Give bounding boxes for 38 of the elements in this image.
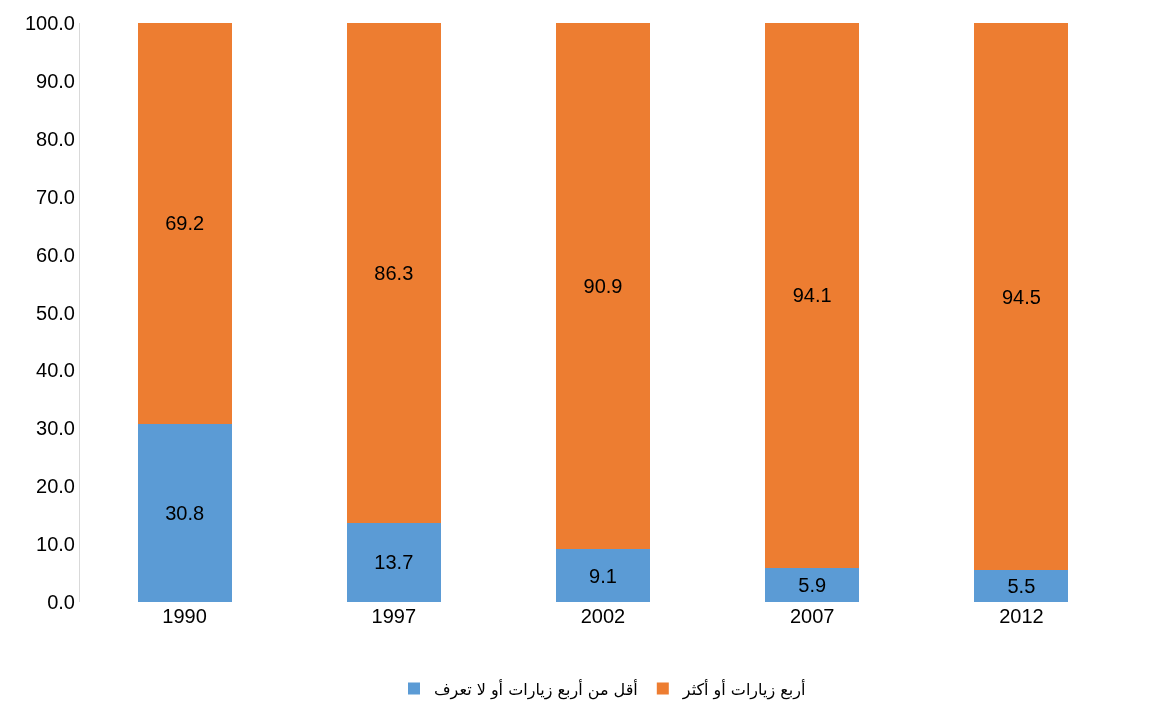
- bar: [346, 23, 441, 523]
- x-tick-label: 2002: [580, 605, 626, 627]
- legend-label: أربع زيارات أو أكثر: [681, 678, 806, 700]
- y-tick-label: 10.0: [36, 533, 75, 556]
- x-tick-label: 2007: [789, 605, 835, 627]
- y-tick-label: 50.0: [36, 301, 75, 324]
- bar: [346, 522, 441, 602]
- data-label: 13.7: [374, 551, 414, 574]
- data-label: 69.2: [165, 212, 205, 235]
- data-label: 90.9: [583, 275, 623, 298]
- y-tick-label: 40.0: [36, 359, 75, 382]
- x-tick-label: 2012: [999, 605, 1044, 627]
- x-tick-label: 1997: [371, 605, 417, 627]
- y-tick-label: 30.0: [36, 417, 75, 440]
- y-tick-label: 90.0: [36, 69, 75, 92]
- y-tick-label: 0.0: [47, 591, 75, 613]
- data-label: 86.3: [374, 261, 414, 284]
- x-tick-label: 1990: [162, 605, 207, 627]
- y-tick-label: 60.0: [36, 243, 75, 266]
- bar: [555, 23, 651, 550]
- data-label: 5.5: [1007, 575, 1036, 598]
- bar: [555, 549, 651, 602]
- bar: [765, 567, 860, 602]
- y-tick-label: 20.0: [36, 475, 75, 498]
- y-tick-label: 70.0: [36, 185, 75, 208]
- data-label: 30.8: [165, 501, 205, 524]
- y-tick-label: 100.0: [24, 12, 75, 34]
- y-tick-label: 80.0: [36, 127, 75, 150]
- bar: [137, 23, 232, 424]
- bar: [974, 570, 1069, 602]
- data-label: 94.5: [1001, 285, 1041, 308]
- bar: [137, 423, 232, 602]
- data-label: 9.1: [589, 564, 617, 587]
- bar: [765, 23, 860, 568]
- bar: [974, 23, 1069, 571]
- data-label: 5.9: [798, 573, 827, 596]
- data-label: 94.1: [792, 284, 832, 307]
- legend-label: أقل من أربع زيارات أو لا تعرف: [434, 678, 638, 700]
